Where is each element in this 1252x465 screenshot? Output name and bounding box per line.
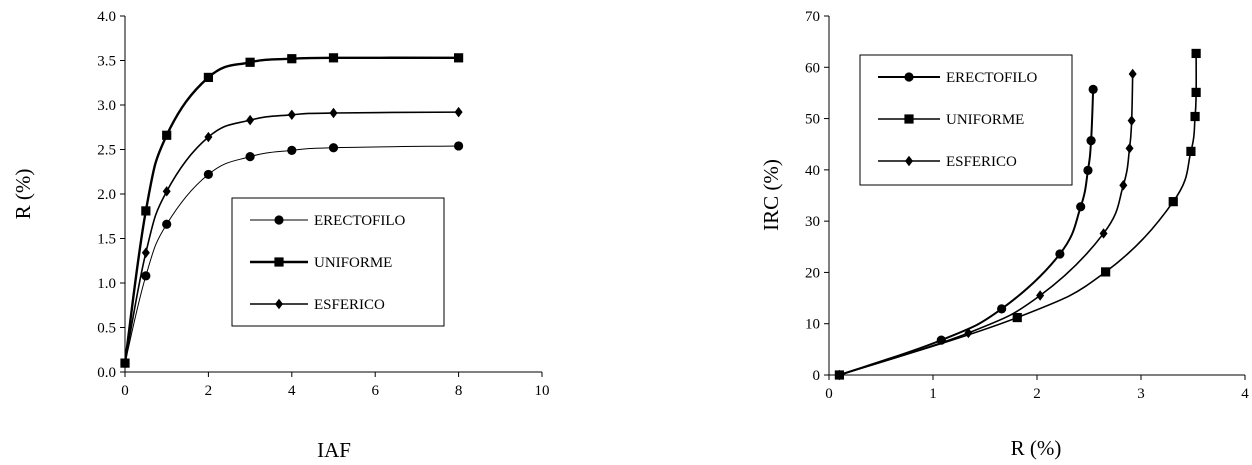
series-uniforme (834, 48, 1201, 380)
data-point-esferico (1125, 143, 1134, 154)
legend-marker-erectofilo (274, 215, 284, 225)
y-tick-label: 2.0 (97, 187, 116, 203)
data-point-uniforme (1191, 48, 1201, 59)
legend-label-erectofilo: ERECTOFILO (946, 70, 1038, 86)
y-tick-label: 30 (805, 214, 820, 230)
data-point-erectofilo (997, 304, 1007, 314)
legend-marker-esferico (275, 298, 283, 310)
data-point-uniforme (1191, 87, 1201, 98)
data-point-esferico (246, 114, 255, 126)
data-point-esferico (1128, 68, 1137, 80)
y-axis-title: IRC (%) (759, 159, 783, 231)
series-esferico (121, 106, 463, 369)
data-point-uniforme (328, 53, 339, 63)
data-point-erectofilo (141, 271, 151, 281)
data-point-esferico (204, 131, 213, 143)
y-tick-label: 20 (805, 265, 820, 281)
data-point-esferico (121, 357, 129, 369)
legend-label-esferico: ESFERICO (314, 297, 385, 313)
x-tick-label: 4 (1241, 386, 1249, 402)
x-tick-label: 3 (1137, 386, 1145, 402)
x-axis-title: IAF (317, 438, 351, 462)
data-point-esferico (1119, 180, 1128, 191)
y-tick-label: 10 (805, 317, 820, 333)
y-tick-label: 70 (805, 9, 820, 25)
axes: 0.0 0.5 1.0 1.5 2.0 2.5 3.0 3.5 4.0 0 2 4 6 8 10 (97, 9, 549, 399)
data-point-erectofilo (1086, 136, 1096, 146)
data-point-uniforme (203, 72, 213, 83)
data-point-erectofilo (1076, 202, 1086, 212)
data-point-uniforme (1190, 111, 1200, 122)
data-point-erectofilo (328, 143, 339, 153)
series-esferico (835, 68, 1137, 381)
y-tick-label: 40 (805, 163, 820, 179)
y-tick-label: 2.5 (97, 143, 116, 159)
x-tick-label: 6 (371, 383, 379, 399)
data-point-uniforme (1186, 146, 1196, 156)
y-tick-label: 1.0 (97, 276, 116, 292)
chart-irc-vs-r: 0 10 20 30 40 50 60 70 0 1 2 3 4 R (%) IRC (%) ERECTOFI… (759, 9, 1249, 460)
data-point-uniforme (287, 54, 297, 64)
y-tick-label: 0.5 (97, 321, 116, 337)
legend-marker-esferico (905, 155, 913, 167)
axes: 0 10 20 30 40 50 60 70 0 1 2 3 4 (805, 9, 1249, 402)
x-tick-label: 8 (455, 383, 463, 399)
y-tick-label: 50 (805, 112, 820, 128)
legend: ERECTOFILO UNIFORME ESFERICO (859, 54, 1073, 186)
x-tick-label: 10 (535, 383, 550, 399)
y-tick-label: 0 (813, 368, 821, 384)
data-point-esferico (1127, 115, 1136, 126)
data-point-erectofilo (162, 219, 172, 229)
data-point-erectofilo (287, 145, 297, 155)
legend-label-erectofilo: ERECTOFILO (314, 213, 406, 229)
y-tick-label: 0.0 (97, 365, 116, 381)
data-point-uniforme (1168, 197, 1178, 207)
data-point-esferico (454, 106, 463, 118)
legend-label-uniforme: UNIFORME (946, 112, 1024, 128)
legend-label-uniforme: UNIFORME (314, 255, 392, 271)
legend-label-esferico: ESFERICO (946, 154, 1017, 170)
x-tick-label: 0 (121, 383, 129, 399)
data-point-esferico (1099, 228, 1108, 239)
data-point-uniforme (141, 206, 151, 216)
legend-marker-uniforme (904, 114, 914, 124)
data-point-esferico (329, 107, 338, 119)
data-point-erectofilo (245, 152, 255, 162)
y-tick-label: 60 (805, 60, 820, 76)
y-tick-label: 1.5 (97, 232, 116, 248)
data-point-uniforme (454, 53, 464, 63)
data-point-erectofilo (1055, 249, 1065, 259)
data-point-esferico (1036, 290, 1045, 301)
x-tick-label: 2 (1033, 386, 1041, 402)
legend-marker-erectofilo (904, 72, 914, 82)
legend: ERECTOFILO UNIFORME ESFERICO (231, 197, 445, 327)
data-point-erectofilo (454, 141, 464, 151)
x-tick-label: 1 (929, 386, 937, 402)
series-uniforme (120, 53, 464, 368)
chart-r-vs-iaf: 0.0 0.5 1.0 1.5 2.0 2.5 3.0 3.5 4.0 0 2 4 6 8 10 IAF R (… (11, 9, 550, 462)
data-point-esferico (162, 186, 171, 197)
x-tick-label: 2 (205, 383, 213, 399)
data-point-esferico (964, 327, 973, 339)
legend-marker-uniforme (274, 257, 284, 267)
data-point-esferico (287, 109, 296, 120)
data-point-uniforme (1012, 312, 1022, 323)
y-tick-label: 4.0 (97, 9, 116, 25)
x-tick-label: 4 (288, 383, 296, 399)
x-axis-title: R (%) (1011, 436, 1062, 460)
x-tick-label: 0 (825, 386, 833, 402)
data-point-uniforme (162, 130, 172, 140)
y-tick-label: 3.5 (97, 54, 116, 70)
data-point-uniforme (1101, 267, 1111, 277)
data-point-erectofilo (1083, 165, 1093, 175)
data-point-esferico (141, 247, 150, 258)
data-point-esferico (835, 369, 844, 381)
y-axis-title: R (%) (11, 169, 35, 220)
data-point-erectofilo (203, 169, 213, 180)
data-point-uniforme (245, 57, 255, 67)
y-tick-label: 3.0 (97, 98, 116, 114)
data-point-erectofilo (1088, 84, 1098, 94)
